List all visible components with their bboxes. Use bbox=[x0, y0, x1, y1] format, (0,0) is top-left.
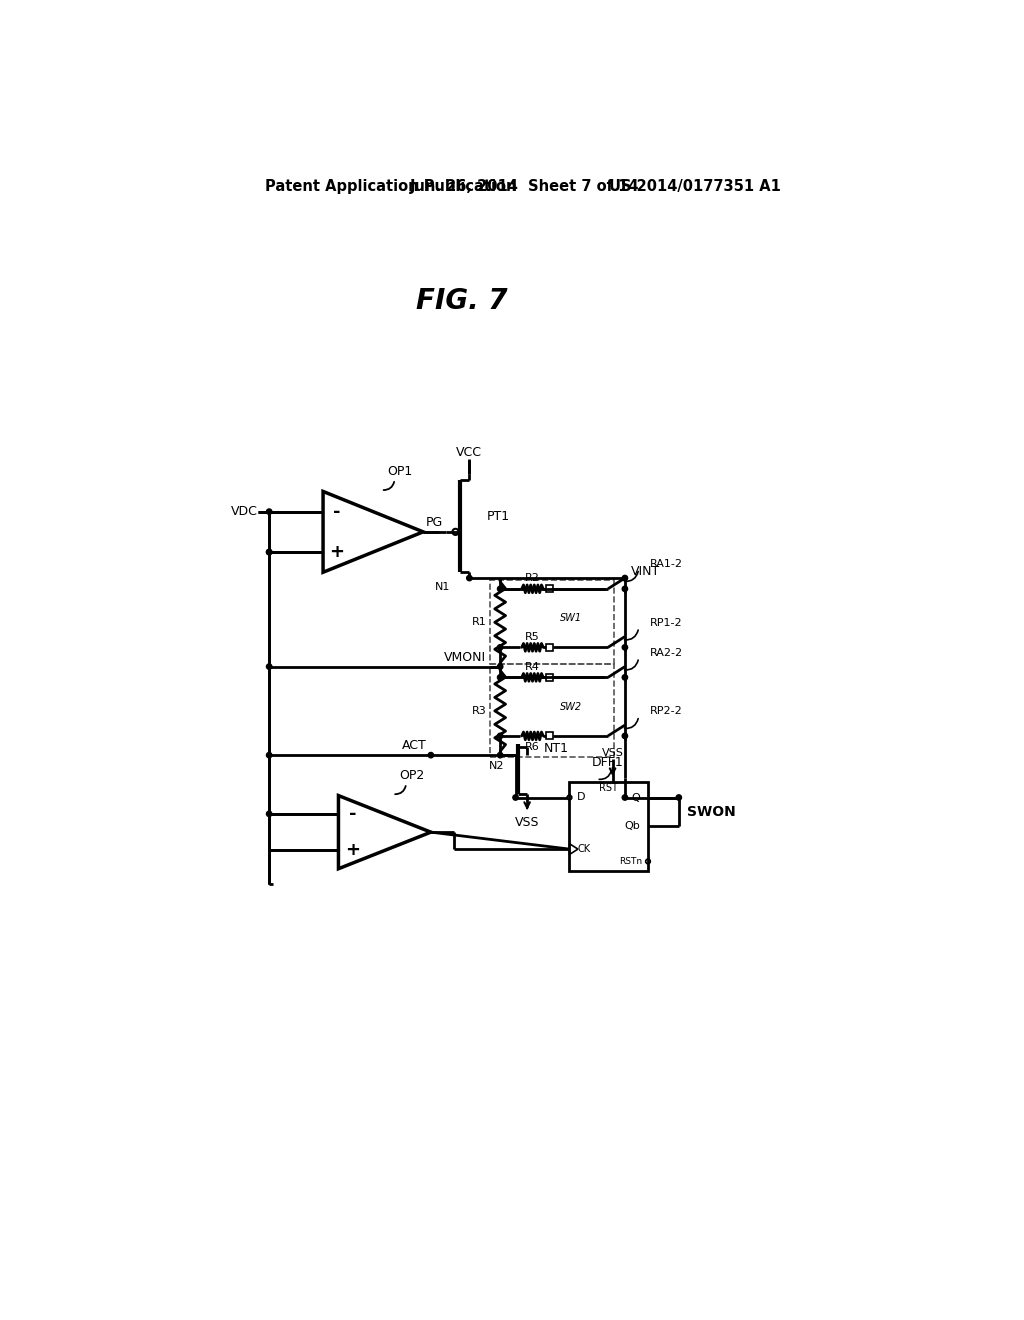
Bar bbox=[546, 644, 553, 651]
Text: VDC: VDC bbox=[230, 506, 258, 519]
Text: R4: R4 bbox=[525, 661, 540, 672]
Text: RP1-2: RP1-2 bbox=[650, 618, 683, 628]
Bar bbox=[490, 581, 614, 664]
Circle shape bbox=[498, 752, 503, 758]
Text: Qb: Qb bbox=[625, 821, 640, 832]
Text: SW2: SW2 bbox=[560, 702, 583, 711]
Circle shape bbox=[428, 752, 433, 758]
Text: R1: R1 bbox=[471, 618, 486, 627]
Text: -: - bbox=[348, 805, 356, 822]
Circle shape bbox=[623, 644, 628, 649]
Circle shape bbox=[266, 510, 271, 515]
Circle shape bbox=[266, 664, 271, 669]
Circle shape bbox=[266, 549, 271, 554]
Text: PG: PG bbox=[426, 516, 443, 529]
Text: R2: R2 bbox=[525, 573, 540, 583]
Text: SW1: SW1 bbox=[560, 612, 583, 623]
Circle shape bbox=[498, 664, 503, 669]
Text: R5: R5 bbox=[525, 631, 540, 642]
Bar bbox=[546, 585, 553, 593]
Bar bbox=[546, 675, 553, 681]
Text: RP2-2: RP2-2 bbox=[650, 706, 683, 717]
Circle shape bbox=[623, 795, 628, 800]
Text: D: D bbox=[578, 792, 586, 803]
Text: Patent Application Publication: Patent Application Publication bbox=[265, 180, 517, 194]
Circle shape bbox=[623, 733, 628, 739]
Circle shape bbox=[266, 812, 271, 817]
Text: PT1: PT1 bbox=[486, 510, 509, 523]
Text: VINT: VINT bbox=[631, 565, 660, 578]
Circle shape bbox=[623, 675, 628, 680]
Circle shape bbox=[498, 733, 503, 739]
Text: FIG. 7: FIG. 7 bbox=[416, 286, 508, 315]
Circle shape bbox=[623, 576, 628, 581]
Text: RSTn: RSTn bbox=[618, 857, 642, 866]
Text: OP2: OP2 bbox=[399, 770, 424, 781]
Circle shape bbox=[266, 752, 271, 758]
Text: ACT: ACT bbox=[402, 739, 427, 752]
Bar bbox=[569, 781, 648, 871]
Text: +: + bbox=[330, 543, 344, 561]
Circle shape bbox=[266, 549, 271, 554]
Text: NT1: NT1 bbox=[544, 742, 569, 755]
Text: US 2014/0177351 A1: US 2014/0177351 A1 bbox=[609, 180, 781, 194]
Text: CK: CK bbox=[578, 843, 590, 854]
Circle shape bbox=[676, 795, 682, 800]
Text: VCC: VCC bbox=[457, 446, 482, 459]
Text: VMONI: VMONI bbox=[444, 651, 486, 664]
Text: N2: N2 bbox=[488, 760, 504, 771]
Text: RST: RST bbox=[599, 783, 618, 793]
Text: R6: R6 bbox=[525, 742, 540, 751]
Bar bbox=[546, 733, 553, 739]
Text: -: - bbox=[333, 503, 341, 520]
Circle shape bbox=[623, 586, 628, 591]
Text: N1: N1 bbox=[435, 582, 451, 593]
Text: RA2-2: RA2-2 bbox=[650, 648, 683, 657]
Text: Jun. 26, 2014  Sheet 7 of 14: Jun. 26, 2014 Sheet 7 of 14 bbox=[410, 180, 640, 194]
Text: OP1: OP1 bbox=[387, 465, 413, 478]
Text: Q: Q bbox=[632, 792, 640, 803]
Text: +: + bbox=[345, 841, 359, 859]
Circle shape bbox=[498, 586, 503, 591]
Text: R3: R3 bbox=[471, 706, 486, 715]
Circle shape bbox=[467, 576, 472, 581]
Circle shape bbox=[498, 675, 503, 680]
Text: SWON: SWON bbox=[686, 805, 735, 818]
Text: VSS: VSS bbox=[515, 816, 540, 829]
Circle shape bbox=[513, 795, 518, 800]
Text: DFF1: DFF1 bbox=[592, 755, 624, 768]
Bar bbox=[490, 664, 614, 758]
Circle shape bbox=[498, 644, 503, 649]
Text: VSS: VSS bbox=[602, 748, 624, 758]
Text: RA1-2: RA1-2 bbox=[650, 560, 683, 569]
